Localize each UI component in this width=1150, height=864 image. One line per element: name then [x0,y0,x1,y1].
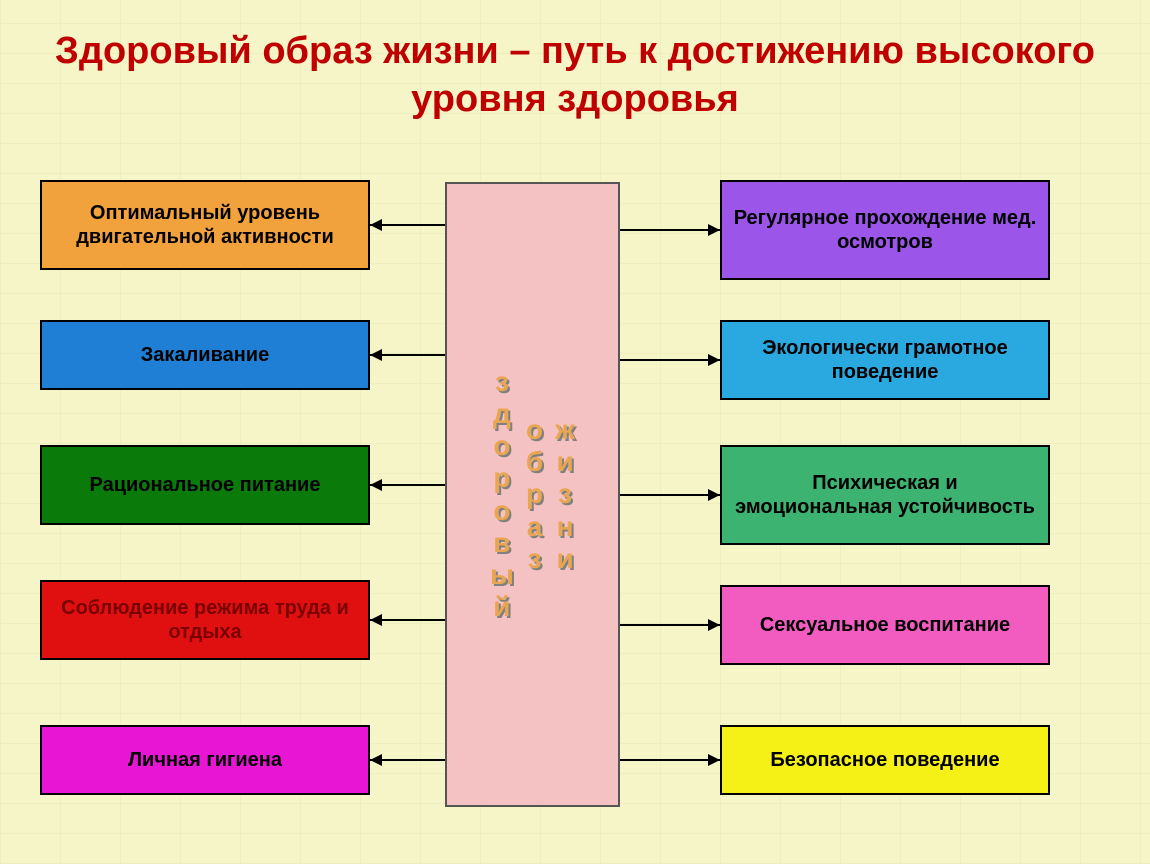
page-title: Здоровый образ жизни – путь к достижению… [0,0,1150,123]
right-box-4: Безопасное поведение [720,725,1050,795]
arrow-line [620,229,720,231]
arrow-line [620,759,720,761]
arrow-head-icon [708,619,720,631]
right-box-0: Регулярное прохождение мед. осмотров [720,180,1050,280]
left-box-0: Оптимальный уровень двигательной активно… [40,180,370,270]
arrow-line [620,624,720,626]
arrow-line [620,359,720,361]
left-box-3: Соблюдение режима труда и отдыха [40,580,370,660]
center-box: здоровый образ жизни [445,182,620,807]
arrow-head-icon [708,224,720,236]
left-box-2: Рациональное питание [40,445,370,525]
arrow-head-icon [708,754,720,766]
center-word-0: здоровый [490,366,514,624]
arrow-line [620,494,720,496]
diagram-container: здоровый образ жизни Оптимальный уровень дв… [0,170,1150,850]
left-box-4: Личная гигиена [40,725,370,795]
arrow-head-icon [708,354,720,366]
arrow-head-icon [370,219,382,231]
arrow-head-icon [370,349,382,361]
center-word-2: жизни [555,414,575,575]
left-box-1: Закаливание [40,320,370,390]
arrow-head-icon [370,614,382,626]
arrow-head-icon [370,754,382,766]
right-box-1: Экологически грамотное поведение [720,320,1050,400]
right-box-3: Сексуальное воспитание [720,585,1050,665]
right-box-2: Психическая и эмоциональная устойчивость [720,445,1050,545]
arrow-head-icon [708,489,720,501]
center-word-1: образ [526,414,543,575]
arrow-head-icon [370,479,382,491]
